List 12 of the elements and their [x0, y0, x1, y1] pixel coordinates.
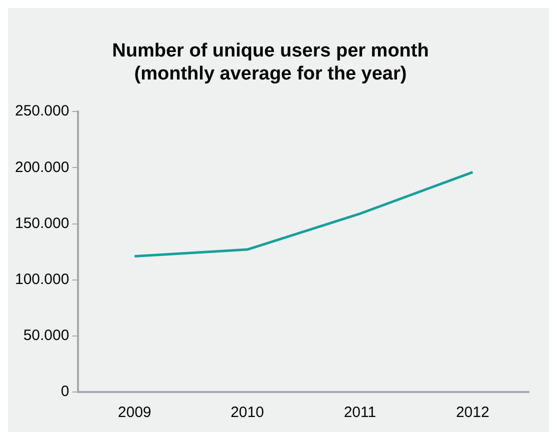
x-tick-label: 2012 — [456, 404, 490, 422]
y-tick-label: 100.000 — [14, 270, 70, 288]
y-tick-label: 50.000 — [23, 327, 70, 344]
x-tick-label: 2010 — [230, 404, 264, 422]
y-tick-label: 200.000 — [14, 158, 70, 176]
y-tick-label: 150.000 — [14, 214, 70, 232]
x-tick-label: 2011 — [344, 404, 376, 422]
y-tick-label: 250.000 — [14, 102, 70, 120]
text: (monthly average for the year) — [134, 63, 407, 84]
text: Number of unique users per month — [112, 40, 429, 62]
x-tick-label: 2009 — [118, 404, 152, 422]
y-tick-label: 0 — [60, 383, 70, 400]
